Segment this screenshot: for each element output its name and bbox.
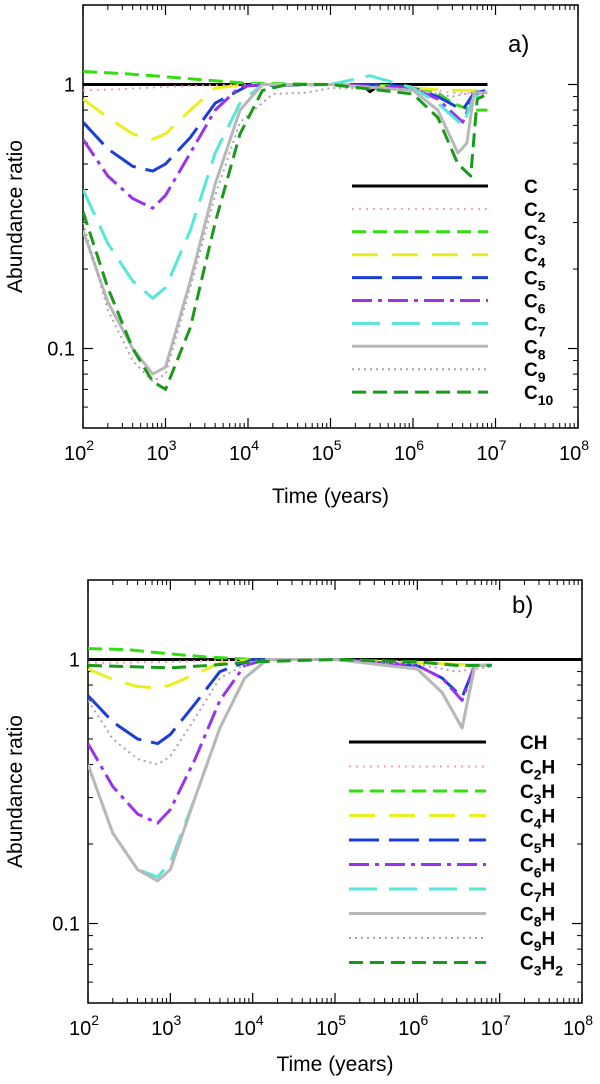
legend-label-c7h: C7H [520, 880, 555, 905]
series-layer [88, 647, 582, 883]
legend-label-c7: C7 [524, 314, 546, 339]
x-tick-label: 106 [398, 1012, 428, 1040]
series-line-c7h [88, 658, 492, 879]
series-line-c8h [88, 658, 492, 883]
series-line-c6 [83, 83, 488, 210]
legend-label-c9h: C9H [520, 929, 555, 954]
legend-label-c4h: C4H [520, 807, 555, 832]
x-axis-title: Time (years) [276, 1053, 393, 1076]
x-tick-label: 105 [316, 1012, 346, 1040]
x-tick-label: 104 [234, 1012, 264, 1040]
x-axis-title: Time (years) [272, 485, 389, 508]
legend-label-c3h2: C3H2 [520, 954, 563, 979]
legend-label-c3: C3 [524, 223, 546, 248]
y-axis-title: Abundance ratio [4, 140, 27, 293]
y-tick-label: 0.1 [47, 339, 75, 361]
y-axis-title: Abundance ratio [4, 715, 27, 868]
series-line-c10 [83, 83, 489, 391]
legend-label-c5: C5 [524, 269, 546, 294]
plot-frame [87, 579, 583, 1004]
legend-label-c9: C9 [524, 360, 546, 385]
legend-label-c8h: C8H [520, 905, 555, 930]
legend-label-c5h: C5H [520, 831, 555, 856]
legend-label-c2: C2 [524, 200, 546, 225]
series-line-c3h [88, 647, 492, 667]
legend-label-c2h: C2H [520, 758, 555, 783]
legend-label-ch: CH [520, 733, 547, 754]
x-tick-label: 108 [563, 1012, 593, 1040]
x-tick-label: 103 [146, 437, 176, 465]
legend-label-c10: C10 [524, 383, 554, 408]
x-tick-label: 106 [394, 437, 424, 465]
x-tick-label: 102 [64, 437, 94, 465]
x-tick-label: 104 [229, 437, 259, 465]
series-layer [83, 70, 489, 391]
series-line-c5h [88, 658, 492, 746]
x-tick-label: 107 [481, 1012, 511, 1040]
x-tick-label: 102 [69, 1012, 99, 1040]
series-line-c9 [83, 87, 488, 383]
x-tick-label: 103 [151, 1012, 181, 1040]
panel-label: a) [508, 31, 529, 58]
legend-label-c: C [524, 177, 538, 198]
series-line-c8 [83, 83, 488, 376]
series-line-c3h2 [88, 658, 492, 670]
panel-b: 1 0.1 102 103 104 105 106 107 108 Time (years) Abu… [4, 579, 593, 1076]
panel-a: 1 0.1 102 103 104 105 106 107 108 Time (years) Abu… [4, 4, 589, 508]
legend-label-c3h: C3H [520, 782, 555, 807]
series-line-c3 [83, 70, 488, 112]
series-line-c4 [83, 83, 488, 141]
legend-label-c6: C6 [524, 292, 546, 317]
x-tick-label: 107 [476, 437, 506, 465]
legend-label-c6h: C6H [520, 856, 555, 881]
x-tick-label: 105 [311, 437, 341, 465]
y-tick-label: 1 [69, 649, 80, 671]
plot-frame [82, 4, 579, 429]
legend-label-c4: C4 [524, 246, 546, 271]
legend-label-c8: C8 [524, 337, 546, 362]
y-tick-label: 0.1 [52, 914, 80, 936]
series-line-c9h [88, 658, 492, 766]
panel-label: b) [512, 592, 533, 619]
y-tick-label: 1 [64, 74, 75, 96]
series-line-c7 [83, 74, 488, 300]
x-tick-label: 108 [559, 437, 589, 465]
